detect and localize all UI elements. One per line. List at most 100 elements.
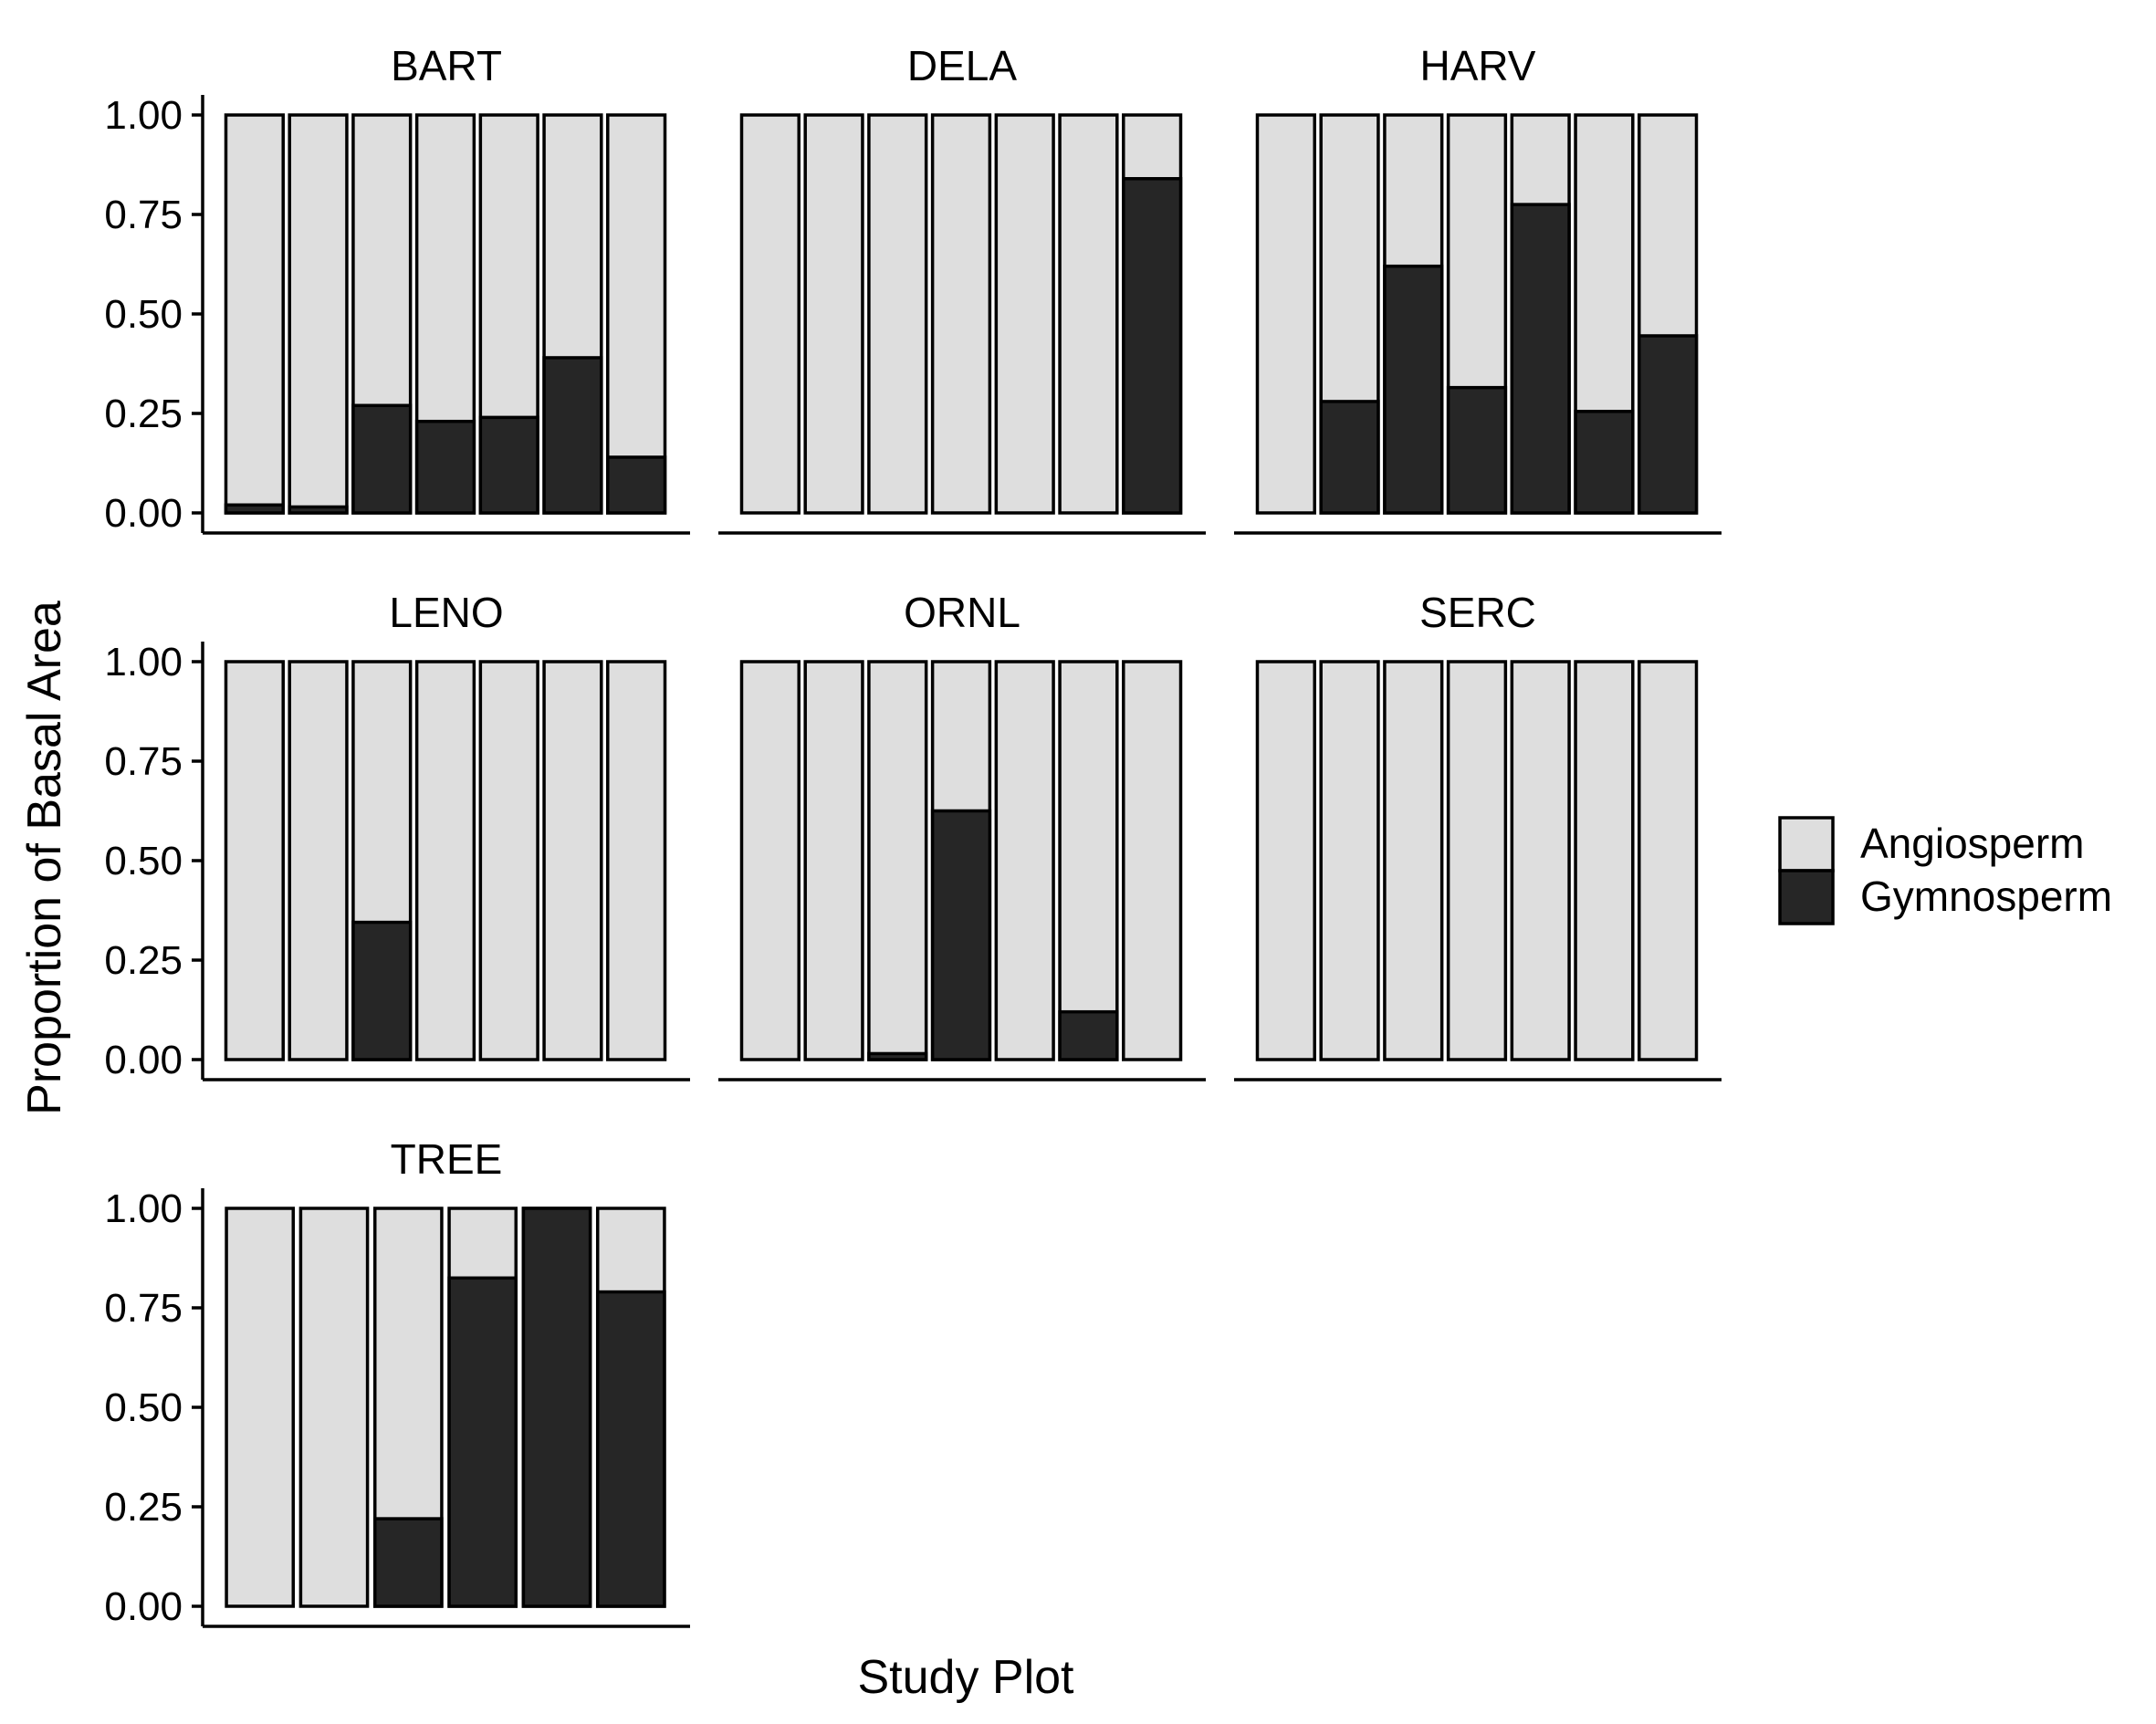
y-tick-label: 0.00 <box>104 491 183 536</box>
bar-stack <box>1122 113 1183 515</box>
bar-stack <box>521 1207 592 1608</box>
bar-angiosperm <box>288 113 349 515</box>
bar-angiosperm <box>1638 660 1699 1061</box>
bar-stack <box>1446 660 1508 1061</box>
bar-stack <box>930 113 992 515</box>
bar-angiosperm <box>1383 660 1444 1061</box>
bar-stack <box>606 660 667 1061</box>
bar-stack <box>803 660 864 1061</box>
bar-gymnosperm <box>1574 410 1635 515</box>
facet-title: TREE <box>391 1135 503 1183</box>
bar-gymnosperm <box>595 1290 666 1608</box>
bar-angiosperm <box>1255 113 1316 515</box>
facet-title: SERC <box>1419 589 1536 636</box>
bar-gymnosperm <box>930 809 992 1061</box>
bar-stack <box>1510 113 1571 515</box>
bar-gymnosperm <box>1058 1009 1119 1061</box>
bar-stack <box>739 660 801 1061</box>
bar-gymnosperm <box>521 1207 592 1608</box>
bar-stack <box>595 1207 666 1608</box>
bar-stack <box>288 660 349 1061</box>
bar-stack <box>1319 113 1380 515</box>
bar-stack <box>739 113 801 515</box>
y-tick-label: 1.00 <box>104 1186 183 1231</box>
bar-angiosperm <box>994 660 1055 1061</box>
bar-stack <box>867 660 928 1061</box>
y-tick-label: 1.00 <box>104 640 183 684</box>
bar-angiosperm <box>1255 660 1316 1061</box>
bar-stack <box>351 113 413 515</box>
legend-swatch <box>1778 869 1835 925</box>
bar-stack <box>1638 660 1699 1061</box>
bar-gymnosperm <box>447 1276 518 1608</box>
bar-angiosperm <box>867 660 928 1061</box>
bar-gymnosperm <box>478 415 539 515</box>
bar-gymnosperm <box>1638 334 1699 515</box>
bar-stack <box>1255 660 1316 1061</box>
bar-stack <box>542 660 603 1061</box>
legend-item: Gymnosperm <box>1778 869 2112 925</box>
bar-gymnosperm <box>224 503 285 515</box>
panel-bart: BART 0.00 0.25 0.50 0.75 1.00 <box>104 42 690 536</box>
bar-gymnosperm <box>606 455 667 515</box>
bar-stack <box>414 113 476 515</box>
bar-stack <box>542 113 603 515</box>
bar-stack <box>298 1207 370 1608</box>
bar-stack <box>1638 113 1699 515</box>
bar-stack <box>803 113 864 515</box>
bar-gymnosperm <box>1510 203 1571 515</box>
y-tick-label: 0.75 <box>104 193 183 237</box>
bar-stack <box>1122 660 1183 1061</box>
legend-label: Gymnosperm <box>1860 872 2112 920</box>
bar-stack <box>478 113 539 515</box>
bar-stack <box>224 113 285 515</box>
y-tick-label: 0.25 <box>104 938 183 983</box>
y-tick-label: 0.75 <box>104 739 183 784</box>
bar-stack <box>1255 113 1316 515</box>
bar-angiosperm <box>803 660 864 1061</box>
bar-angiosperm <box>288 660 349 1061</box>
facet-title: ORNL <box>904 589 1020 636</box>
panel-dela: DELA <box>718 42 1206 535</box>
bar-gymnosperm <box>288 505 349 515</box>
facet-panels: BART 0.00 0.25 0.50 0.75 1.00 DELA HARV LENO 0.00… <box>104 42 1722 1629</box>
facet-title: HARV <box>1420 42 1536 89</box>
bar-angiosperm <box>606 660 667 1061</box>
bar-angiosperm <box>298 1207 370 1608</box>
bar-stack <box>1446 113 1508 515</box>
bar-gymnosperm <box>1446 385 1508 515</box>
y-tick-label: 0.75 <box>104 1286 183 1331</box>
bar-angiosperm <box>1122 660 1183 1061</box>
legend-item: Angiosperm <box>1778 816 2084 872</box>
facet-title: BART <box>391 42 502 89</box>
panel-leno: LENO 0.00 0.25 0.50 0.75 1.00 <box>104 589 690 1082</box>
bar-gymnosperm <box>1319 400 1380 515</box>
legend-label: Angiosperm <box>1860 820 2084 867</box>
legend: Angiosperm Gymnosperm <box>1778 816 2112 925</box>
bar-stack <box>930 660 992 1061</box>
y-tick-label: 0.50 <box>104 292 183 337</box>
y-tick-label: 0.50 <box>104 1385 183 1430</box>
bar-stack <box>1510 660 1571 1061</box>
bar-angiosperm <box>1319 660 1380 1061</box>
bar-gymnosperm <box>542 356 603 515</box>
bar-stack <box>224 660 285 1061</box>
bar-angiosperm <box>224 113 285 515</box>
facet-title: LENO <box>389 589 503 636</box>
bar-angiosperm <box>739 113 801 515</box>
bar-angiosperm <box>739 660 801 1061</box>
bar-stack <box>994 660 1055 1061</box>
bar-gymnosperm <box>372 1517 444 1608</box>
bar-gymnosperm <box>351 403 413 515</box>
bar-stack <box>1574 660 1635 1061</box>
bar-gymnosperm <box>351 920 413 1061</box>
bar-stack <box>288 113 349 515</box>
bar-angiosperm <box>1510 660 1571 1061</box>
bar-angiosperm <box>414 660 476 1061</box>
bar-stack <box>225 1207 296 1608</box>
bar-angiosperm <box>225 1207 296 1608</box>
bar-angiosperm <box>867 113 928 515</box>
legend-swatch <box>1778 816 1835 872</box>
bar-stack <box>351 660 413 1061</box>
